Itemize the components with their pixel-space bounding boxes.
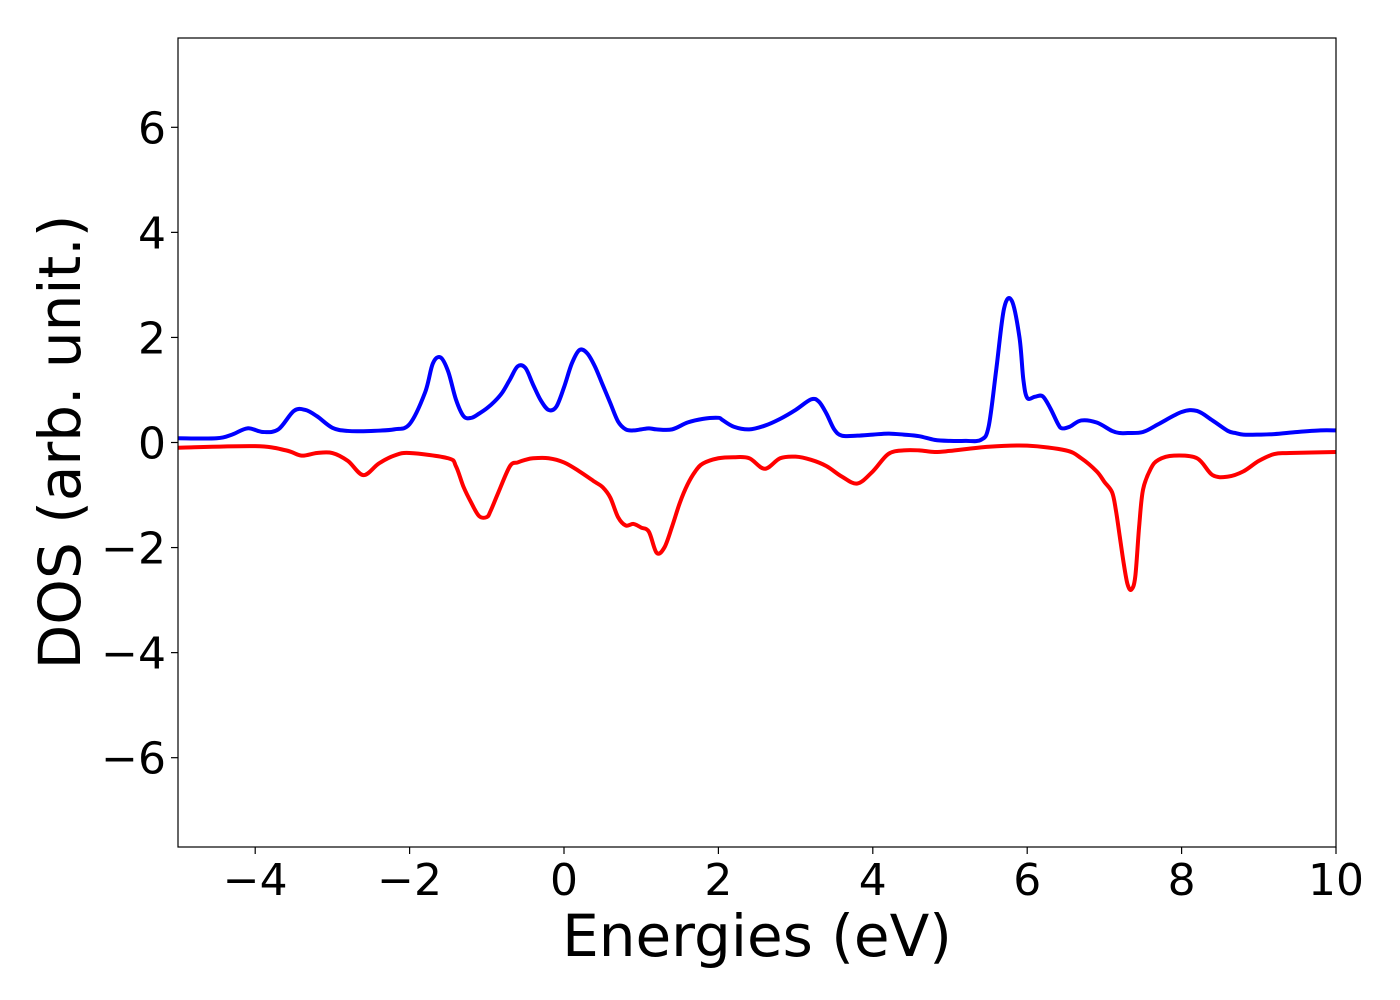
series-line-spin-up bbox=[177, 296, 1337, 444]
y-tick-label: −4 bbox=[101, 629, 166, 680]
series-line-spin-down bbox=[177, 443, 1337, 592]
x-tick-label: 10 bbox=[1308, 855, 1364, 906]
x-tick-label: −2 bbox=[377, 855, 442, 906]
x-tick-label: −4 bbox=[223, 855, 288, 906]
x-tick-label: 8 bbox=[1168, 855, 1196, 906]
y-tick-label: −2 bbox=[101, 524, 166, 575]
series-layer bbox=[177, 296, 1337, 592]
x-tick-label: 6 bbox=[1013, 855, 1041, 906]
x-tick-label: 0 bbox=[550, 855, 578, 906]
y-tick-label: −6 bbox=[101, 734, 166, 785]
y-tick-label: 0 bbox=[138, 419, 166, 470]
x-axis-ticks: −4 −2 0 2 4 6 8 10 bbox=[223, 847, 1364, 906]
y-axis-ticks: 6 4 2 0 −2 −4 −6 bbox=[101, 103, 178, 785]
x-tick-label: 4 bbox=[859, 855, 887, 906]
x-tick-label: 2 bbox=[704, 855, 732, 906]
y-tick-label: 2 bbox=[138, 313, 166, 364]
x-axis-label: Energies (eV) bbox=[562, 902, 952, 970]
y-tick-label: 6 bbox=[138, 103, 166, 154]
y-axis-label: DOS (arb. unit.) bbox=[26, 215, 94, 670]
y-tick-label: 4 bbox=[138, 208, 166, 259]
